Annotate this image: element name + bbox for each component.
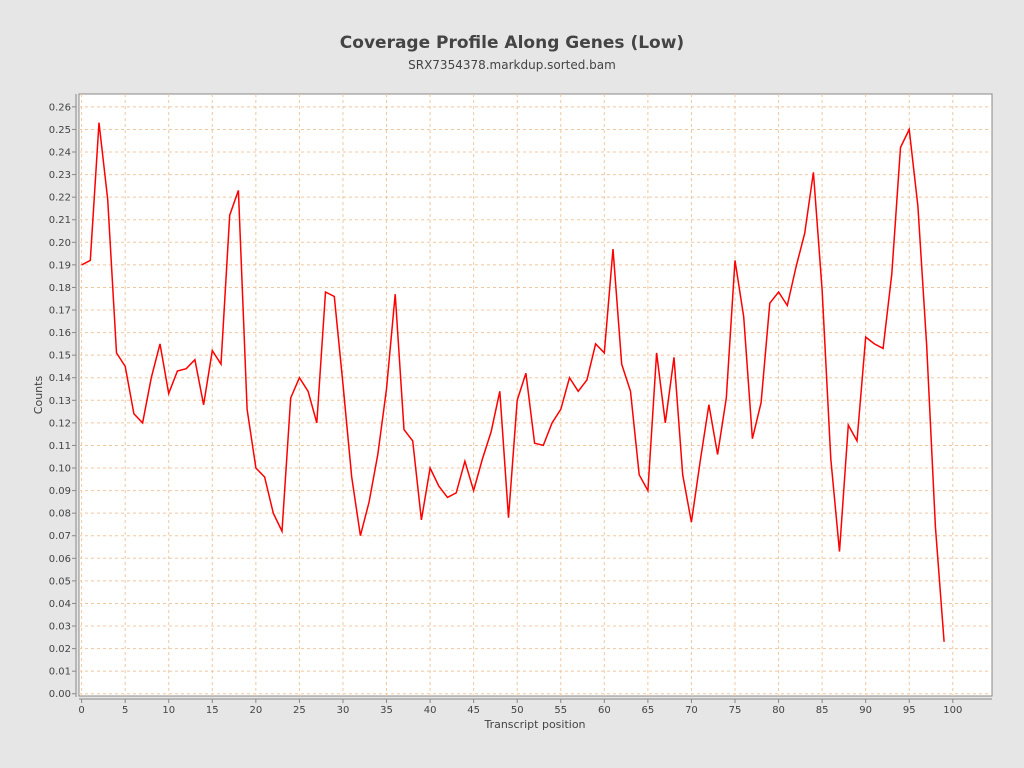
x-tick-label: 95 (903, 705, 916, 716)
x-tick-label: 65 (642, 705, 655, 716)
y-tick-label: 0.19 (49, 260, 71, 271)
series-group (81, 122, 945, 642)
x-tick-label: 30 (337, 705, 350, 716)
chart-title: Coverage Profile Along Genes (Low) (340, 33, 684, 53)
y-tick-label: 0.05 (49, 576, 71, 587)
y-axis-label: Counts (32, 376, 45, 415)
y-tick-label: 0.23 (49, 170, 71, 181)
y-tick-label: 0.21 (49, 215, 71, 226)
x-tick-label: 80 (772, 705, 785, 716)
x-tick-label: 25 (293, 705, 306, 716)
y-axis: 0.00 0.01 0.02 0.03 0.04 0.05 0.06 0.07 0.08 0.09… (49, 102, 76, 700)
x-tick-label: 0 (78, 705, 84, 716)
grid-lines (79, 94, 992, 696)
y-tick-label: 0.10 (49, 464, 71, 475)
y-tick-label: 0.17 (49, 306, 71, 317)
x-tick-label: 10 (162, 705, 175, 716)
y-tick-label: 0.25 (49, 125, 71, 136)
x-tick-label: 100 (943, 705, 962, 716)
x-tick-label: 85 (816, 705, 829, 716)
x-axis: 0 5 10 15 20 25 30 35 40 45 50 55 60 65 70 75 80 85 90 95 10… (78, 699, 962, 716)
x-tick-label: 5 (122, 705, 128, 716)
y-tick-label: 0.09 (49, 486, 71, 497)
x-tick-label: 70 (685, 705, 698, 716)
y-tick-label: 0.18 (49, 283, 71, 294)
y-tick-label: 0.01 (49, 667, 71, 678)
y-tick-label: 0.07 (49, 531, 71, 542)
y-tick-label: 0.15 (49, 351, 71, 362)
x-axis-label: Transcript position (483, 718, 585, 731)
x-tick-label: 55 (554, 705, 567, 716)
y-tick-label: 0.06 (49, 554, 71, 565)
series-line-coverage (81, 122, 945, 642)
x-tick-label: 50 (511, 705, 524, 716)
y-tick-label: 0.02 (49, 644, 71, 655)
chart-subtitle: SRX7354378.markdup.sorted.bam (408, 58, 616, 72)
y-tick-label: 0.13 (49, 396, 71, 407)
y-tick-label: 0.11 (49, 441, 71, 452)
x-tick-label: 15 (206, 705, 219, 716)
plot-area (78, 93, 993, 697)
x-tick-label: 60 (598, 705, 611, 716)
x-tick-label: 20 (249, 705, 262, 716)
x-tick-label: 45 (467, 705, 480, 716)
x-tick-label: 40 (424, 705, 437, 716)
x-tick-label: 90 (859, 705, 872, 716)
y-tick-label: 0.12 (49, 418, 71, 429)
y-tick-label: 0.08 (49, 509, 71, 520)
y-tick-label: 0.20 (49, 238, 71, 249)
y-tick-label: 0.26 (49, 102, 71, 113)
x-tick-label: 35 (380, 705, 393, 716)
y-tick-label: 0.04 (49, 599, 71, 610)
y-tick-label: 0.16 (49, 328, 71, 339)
y-tick-label: 0.03 (49, 622, 71, 633)
y-tick-label: 0.00 (49, 689, 71, 700)
x-tick-label: 75 (729, 705, 742, 716)
y-tick-label: 0.24 (49, 148, 71, 159)
y-tick-label: 0.22 (49, 193, 71, 204)
y-tick-label: 0.14 (49, 373, 71, 384)
